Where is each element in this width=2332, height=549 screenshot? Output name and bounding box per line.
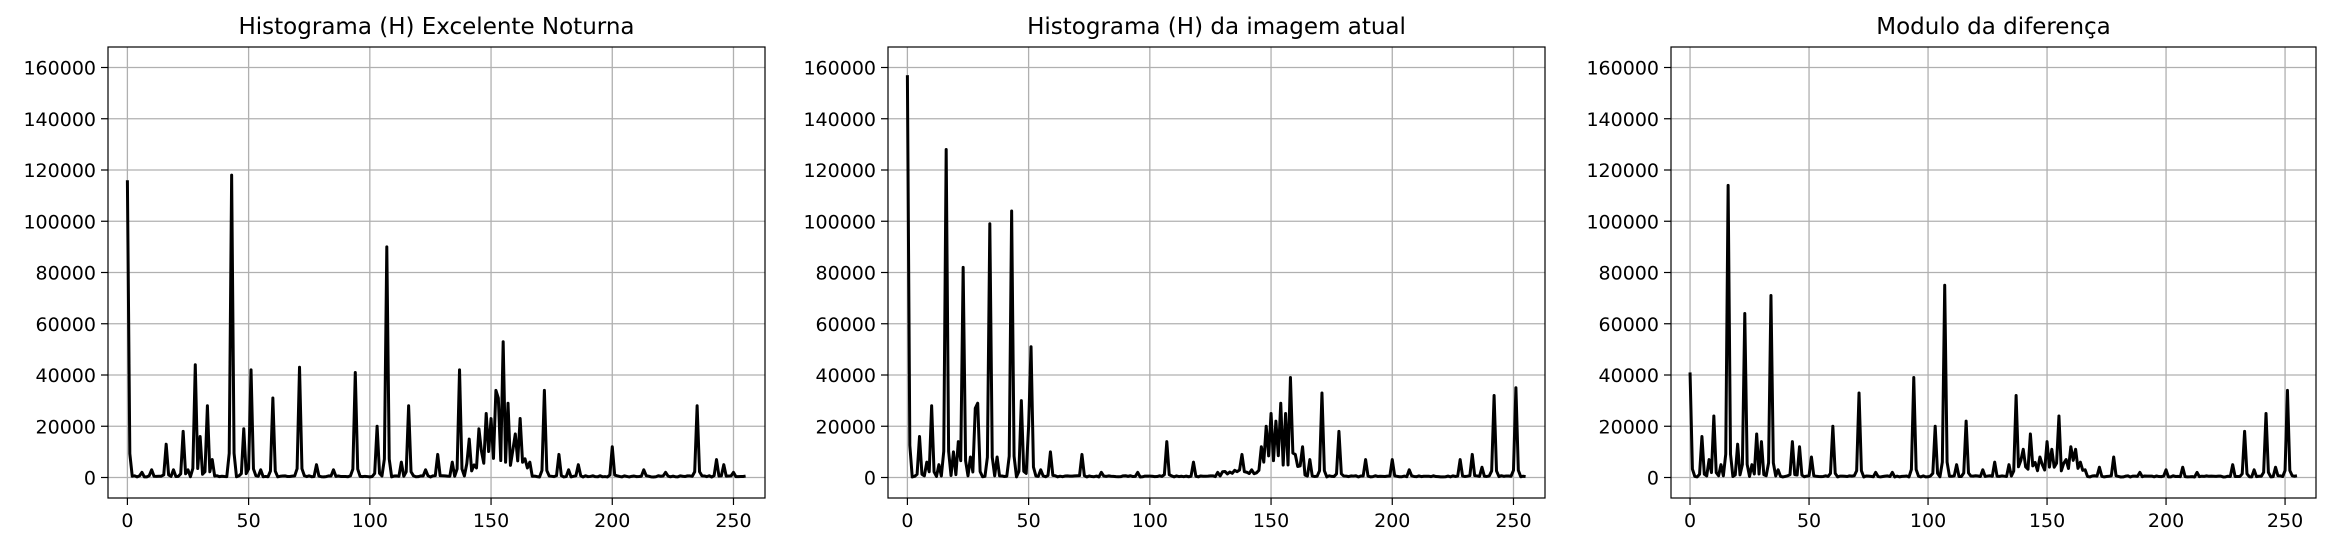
y-tick-label: 160000	[1586, 58, 1659, 80]
y-tick-label: 120000	[23, 160, 96, 182]
x-tick-label: 150	[1253, 510, 1289, 532]
panel-1-y-axis: 0 20000 40000 60000 80000 100000 120000 140000 1…	[23, 58, 108, 490]
x-tick-label: 50	[1797, 510, 1821, 532]
panel-2-y-axis: 0 20000 40000 60000 80000 100000 120000 140000 1…	[803, 58, 888, 490]
x-tick-label: 0	[1684, 510, 1696, 532]
y-tick-label: 140000	[803, 109, 876, 131]
panel-3-x-axis: 0 50 100 150 200 250	[1684, 498, 2303, 532]
x-tick-label: 100	[1910, 510, 1946, 532]
y-tick-label: 140000	[1586, 109, 1659, 131]
y-tick-label: 100000	[803, 211, 876, 233]
y-tick-label: 160000	[23, 58, 96, 80]
y-tick-label: 20000	[1599, 416, 1659, 438]
y-tick-label: 60000	[36, 314, 96, 336]
x-tick-label: 50	[1017, 510, 1041, 532]
y-tick-label: 60000	[1599, 314, 1659, 336]
y-tick-label: 80000	[816, 263, 876, 285]
x-tick-label: 200	[2148, 510, 2184, 532]
x-tick-label: 100	[1132, 510, 1168, 532]
y-tick-label: 80000	[1599, 263, 1659, 285]
y-tick-label: 40000	[1599, 365, 1659, 387]
panel-2: 0 50 100 150 200 250 0 20000 40000 60000 80000 100…	[803, 14, 1546, 532]
y-tick-label: 0	[1647, 468, 1659, 490]
x-tick-label: 250	[2267, 510, 2303, 532]
x-tick-label: 250	[715, 510, 751, 532]
panel-2-series-line	[905, 75, 1526, 479]
y-tick-label: 120000	[1586, 160, 1659, 182]
panel-1-series-line	[125, 173, 746, 479]
y-tick-label: 20000	[36, 416, 96, 438]
y-tick-label: 100000	[1586, 211, 1659, 233]
y-tick-label: 100000	[23, 211, 96, 233]
panel-1-x-axis: 0 50 100 150 200 250	[121, 498, 752, 532]
panel-3-y-axis: 0 20000 40000 60000 80000 100000 120000 140000 1…	[1586, 58, 1671, 490]
x-tick-label: 250	[1495, 510, 1531, 532]
y-tick-label: 120000	[803, 160, 876, 182]
panel-1: 0 50 100 150 200 250 0 20000 40000 60000 80000 100…	[23, 14, 766, 532]
y-tick-label: 80000	[36, 263, 96, 285]
y-tick-label: 0	[84, 468, 96, 490]
panel-3-series-line	[1688, 183, 2298, 479]
panel-1-title: Histograma (H) Excelente Noturna	[239, 14, 635, 40]
x-tick-label: 200	[1374, 510, 1410, 532]
panel-3-grid	[1671, 47, 2316, 498]
y-tick-label: 140000	[23, 109, 96, 131]
panel-2-title: Histograma (H) da imagem atual	[1027, 14, 1406, 40]
x-tick-label: 150	[2029, 510, 2065, 532]
x-tick-label: 200	[594, 510, 630, 532]
y-tick-label: 20000	[816, 416, 876, 438]
panel-3-title: Modulo da diferença	[1876, 14, 2111, 40]
x-tick-label: 150	[473, 510, 509, 532]
panel-2-x-axis: 0 50 100 150 200 250	[901, 498, 1532, 532]
panel-3: 0 50 100 150 200 250 0 20000 40000 60000 80000 100…	[1586, 14, 2317, 532]
x-tick-label: 0	[901, 510, 913, 532]
x-tick-label: 50	[237, 510, 261, 532]
x-tick-label: 100	[352, 510, 388, 532]
y-tick-label: 60000	[816, 314, 876, 336]
panel-1-grid	[108, 47, 765, 498]
y-tick-label: 40000	[816, 365, 876, 387]
y-tick-label: 40000	[36, 365, 96, 387]
x-tick-label: 0	[121, 510, 133, 532]
y-tick-label: 0	[864, 468, 876, 490]
y-tick-label: 160000	[803, 58, 876, 80]
